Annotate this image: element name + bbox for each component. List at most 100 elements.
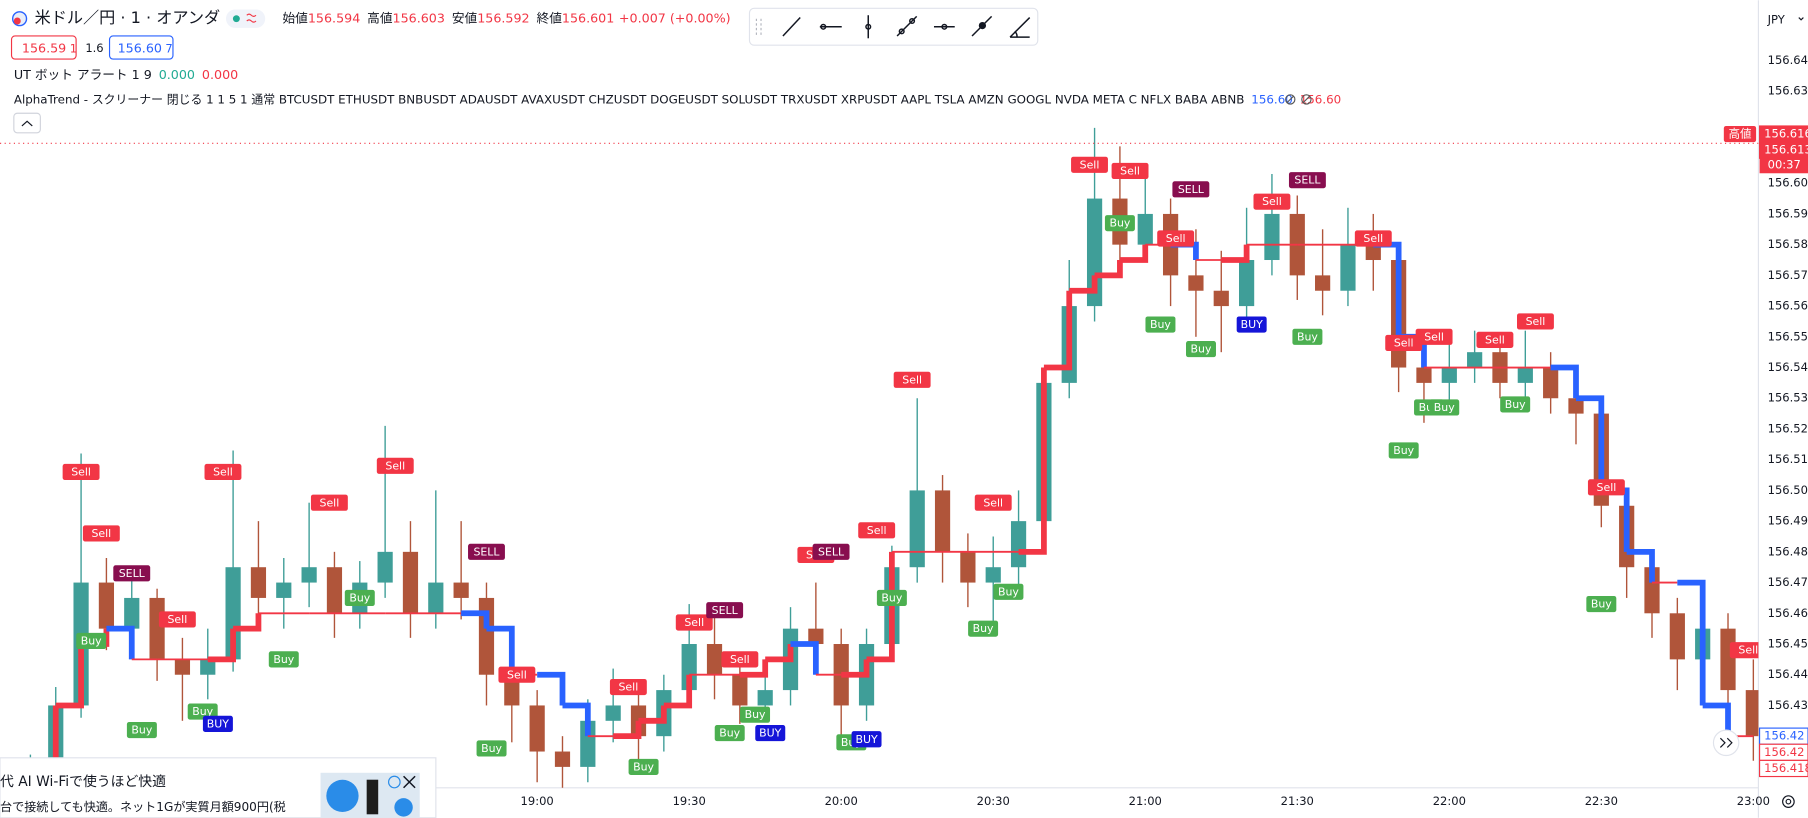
signal-label <box>468 543 505 560</box>
trend-line-tool[interactable] <box>782 17 801 37</box>
signal-label <box>1236 316 1267 333</box>
indicator-icon[interactable] <box>1301 94 1312 105</box>
symbol-icon[interactable] <box>11 11 28 27</box>
y-tick-label: 156.520 <box>1768 421 1808 435</box>
candle-body <box>1669 613 1685 660</box>
symbol-title[interactable]: 米ドル／円 · 1 · オアンダ <box>35 8 221 27</box>
signal-text: Buy <box>1109 217 1130 230</box>
signal-text: Sell <box>507 668 527 681</box>
y-tick-label: 156.500 <box>1768 483 1808 497</box>
signal-text: Sell <box>1166 232 1186 245</box>
alphatrend-segment <box>233 613 262 632</box>
candle-body <box>1188 275 1204 291</box>
signal-text: Buy <box>633 760 654 773</box>
signal-label <box>968 620 999 637</box>
alphatrend-segment <box>1550 364 1579 399</box>
signal-label <box>76 632 107 650</box>
signal-label <box>1500 396 1531 413</box>
currency-button[interactable] <box>1761 7 1805 33</box>
signal-label <box>1292 328 1323 345</box>
ad-title[interactable]: 代 AI Wi-Fiで使うほど快適 <box>0 773 166 790</box>
alphatrend-segment <box>537 671 566 706</box>
candle-body <box>1264 213 1280 261</box>
candle-body <box>250 567 267 598</box>
y-tick-label: 156.450 <box>1768 637 1808 651</box>
sell-button[interactable] <box>10 35 77 60</box>
signal-text: Buy <box>1505 398 1526 411</box>
signal-text: SELL <box>818 545 845 558</box>
signal-text: BUY <box>855 733 878 746</box>
alphatrend-segment <box>1069 275 1098 294</box>
signal-label <box>344 589 375 607</box>
alphatrend-segment <box>638 705 667 724</box>
angle-tool[interactable] <box>1009 17 1031 38</box>
signal-label <box>893 371 931 388</box>
collapse-button[interactable] <box>13 112 41 134</box>
alphatrend-segment <box>55 644 84 709</box>
signal-text: Sell <box>730 653 750 666</box>
signal-label <box>1288 172 1326 189</box>
tool-handle <box>941 23 948 30</box>
signal-label <box>1111 162 1149 179</box>
alphatrend-segment <box>1677 579 1706 706</box>
settings-button[interactable] <box>1782 795 1795 808</box>
y-tick-label: 156.440 <box>1768 667 1808 681</box>
candle-body <box>1213 290 1229 307</box>
indicator-legend[interactable]: AlphaTrend - スクリーナー 閉じる 1 1 5 1 通常 BTCUS… <box>14 92 1341 106</box>
spread: 1.6 <box>85 41 103 55</box>
indicator-value: 156.60 <box>1251 92 1293 106</box>
buy-button[interactable] <box>108 35 174 60</box>
signal-label <box>675 614 713 631</box>
alphatrend-segment <box>1119 244 1149 263</box>
ohlc-label: 始値 <box>282 10 308 25</box>
x-tick-label: 21:30 <box>1281 794 1314 808</box>
price-tag-label: 156.616 <box>1764 127 1808 141</box>
scroll-right-button[interactable] <box>1712 729 1740 757</box>
candle-body <box>478 597 495 675</box>
candle-body <box>200 659 216 675</box>
candle-body <box>326 567 343 614</box>
buy-price-sup: 7 <box>165 41 172 55</box>
market-open-dot <box>232 15 240 23</box>
tool-handle <box>909 17 916 25</box>
status-pill[interactable] <box>226 9 266 28</box>
status-icon <box>246 13 257 23</box>
ohlc-change: +0.007 (+0.00%) <box>619 10 731 25</box>
countdown: 00:37 <box>1768 158 1801 172</box>
ray-tool-handle <box>820 23 827 30</box>
x-tick-label: 21:00 <box>1129 794 1162 808</box>
candle-body <box>225 567 241 660</box>
y-tick-label: 156.580 <box>1768 237 1808 251</box>
ad-body[interactable]: 台で接続しても快適。ネット1Gが実質月額900円(税 <box>0 799 286 814</box>
y-tick-label: 156.570 <box>1768 268 1808 282</box>
y-tick-label: 156.630 <box>1768 84 1808 98</box>
candle-body <box>149 597 165 660</box>
signal-text: Buy <box>881 592 902 605</box>
plot-area: Sell Sell SELL Buy Sell Buy Buy BUY Sell Buy Sell S… <box>0 127 1759 788</box>
currency[interactable]: JPY <box>1767 12 1786 26</box>
advertisement[interactable]: 代 AI Wi-Fiで使うほど快適 台で接続しても快適。ネット1Gが実質月額90… <box>0 757 437 818</box>
signal-text: Buy <box>1297 330 1318 343</box>
ad-close-button[interactable] <box>403 775 416 789</box>
signal-text: SELL <box>473 545 500 558</box>
signal-text: Sell <box>618 681 638 694</box>
signal-text: Sell <box>867 524 887 537</box>
collapse-chevron <box>21 120 33 127</box>
indicator-icon[interactable] <box>1285 94 1296 105</box>
signal-label <box>113 565 151 582</box>
high-tag <box>1723 125 1757 143</box>
alphatrend-segment <box>790 641 819 675</box>
candle-body <box>276 582 292 598</box>
buy-price[interactable]: 156.60 7 <box>118 40 173 55</box>
signal-label <box>876 589 907 607</box>
indicator-legend[interactable]: UT ボット アラート 1 9 0.000 0.000 <box>14 67 238 82</box>
ad-info-icon[interactable] <box>388 775 401 789</box>
alphatrend-segment <box>1626 548 1655 583</box>
signal-text: SELL <box>1178 183 1205 196</box>
signal-label <box>1104 215 1135 232</box>
ad-image-burst <box>394 798 413 817</box>
sell-price[interactable]: 156.59 1 <box>22 40 77 55</box>
y-tick-label: 156.550 <box>1768 329 1808 343</box>
signal-label <box>851 731 882 748</box>
signal-label <box>62 463 100 481</box>
